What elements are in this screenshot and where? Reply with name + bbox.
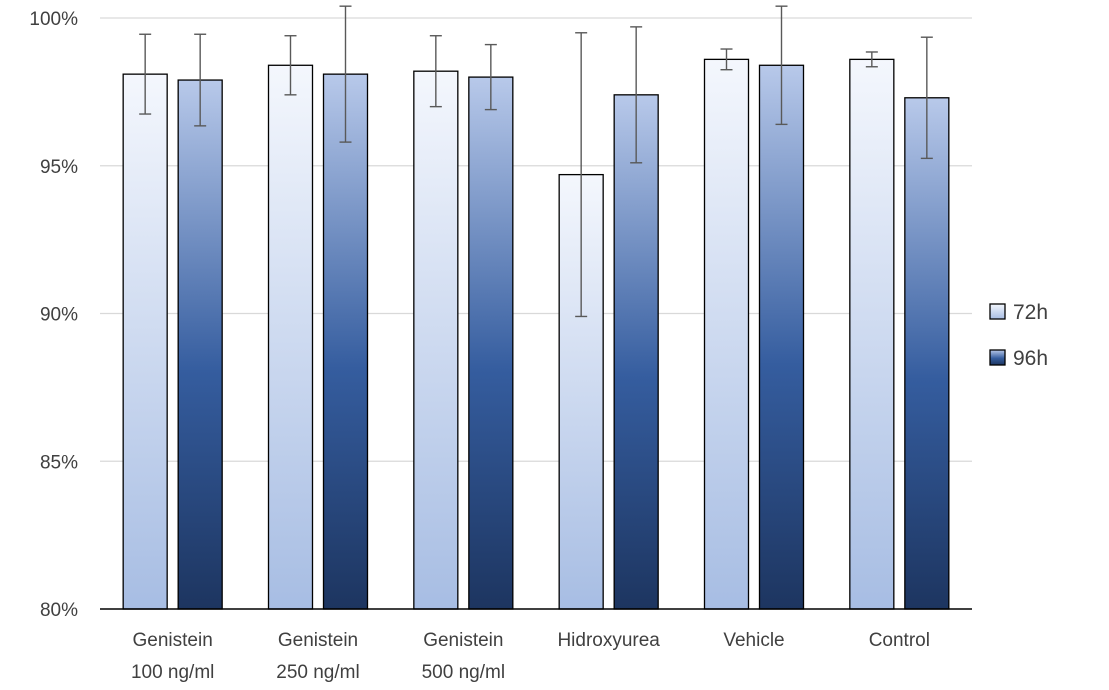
- bar-96h: [468, 76, 514, 610]
- x-category-label: 500 ng/ml: [422, 662, 505, 683]
- bar-96h: [613, 94, 659, 610]
- y-tick-label: 90%: [40, 305, 78, 326]
- legend: 72h 96h: [989, 301, 1048, 370]
- bar-72h: [122, 73, 168, 610]
- y-tick-label: 100%: [29, 9, 78, 30]
- x-category-label: Hidroxyurea: [557, 630, 660, 651]
- gridlines: [100, 17, 972, 462]
- x-category-label: 100 ng/ml: [131, 662, 214, 683]
- x-category-label: Genistein: [423, 630, 503, 651]
- bars: [122, 58, 950, 610]
- x-category-label: Control: [869, 630, 930, 651]
- legend-label: 96h: [1013, 347, 1048, 370]
- y-tick-label: 80%: [40, 600, 78, 621]
- x-category-label: Vehicle: [723, 630, 784, 651]
- y-tick-label: 95%: [40, 157, 78, 178]
- y-tick-label: 85%: [40, 452, 78, 473]
- x-category-label: Genistein: [278, 630, 358, 651]
- legend-swatch: [989, 349, 1006, 366]
- legend-swatch: [989, 303, 1006, 320]
- bar-96h: [904, 97, 950, 610]
- x-axis-category-labels: Genistein 100 ng/ml Genistein 250 ng/ml Geni…: [131, 630, 930, 683]
- bar-72h: [413, 70, 459, 610]
- x-category-label: 250 ng/ml: [276, 662, 359, 683]
- x-category-label: Genistein: [133, 630, 213, 651]
- error-bars: [139, 5, 933, 318]
- bar-96h: [322, 73, 369, 610]
- bar-72h: [849, 58, 895, 610]
- bar-96h: [177, 79, 223, 610]
- legend-label: 72h: [1013, 301, 1048, 324]
- bar-72h: [703, 58, 750, 610]
- bar-72h: [267, 64, 314, 610]
- bar-96h: [758, 64, 805, 610]
- y-axis-tick-labels: 80% 85% 90% 95% 100%: [29, 9, 78, 621]
